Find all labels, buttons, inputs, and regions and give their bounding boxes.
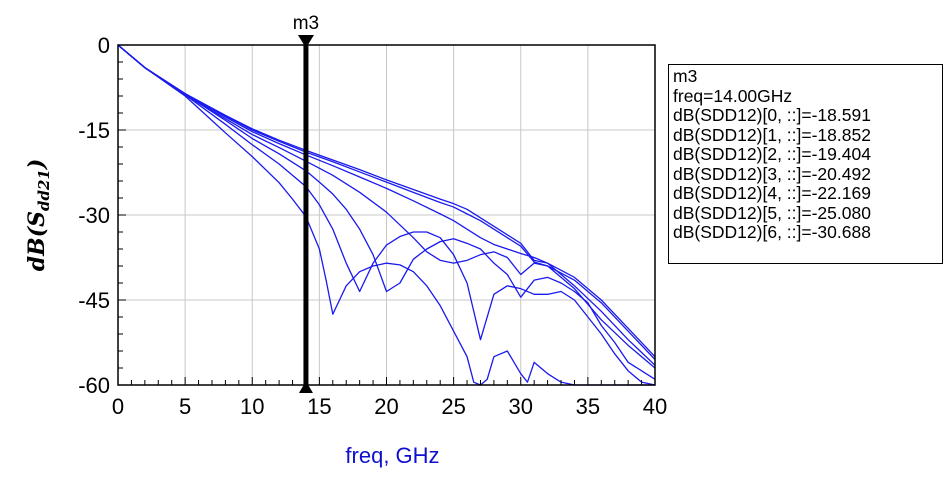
x-tick-label: 25: [441, 394, 465, 419]
series-line-2: [117, 44, 656, 366]
y-axis-label-prefix: dB(: [24, 225, 50, 271]
marker-readout-line: dB(SDD12)[0, ::]=-18.591: [673, 105, 871, 125]
marker-name: m3: [293, 13, 319, 34]
x-tick-label: 5: [179, 394, 191, 419]
marker-top-triangle[interactable]: [297, 35, 314, 48]
series-line-3: [117, 44, 656, 369]
y-axis-label-suffix: ): [24, 159, 50, 170]
marker-readout-line: dB(SDD12)[5, ::]=-25.080: [673, 202, 871, 223]
minor-ticks: [117, 44, 656, 386]
series-line-0: [117, 44, 656, 358]
x-tick-label: 15: [307, 394, 331, 419]
x-tick-label: 0: [112, 394, 124, 419]
y-tick-label: -30: [78, 203, 110, 228]
marker-readout-title: m3: [673, 66, 698, 86]
marker-readout-line: dB(SDD12)[3, ::]=-20.492: [673, 163, 871, 184]
series-line-6: [117, 44, 655, 386]
x-tick-label: 35: [576, 394, 600, 419]
x-axis-ticks: 0 5 10 15 20 25 30 35 40: [112, 394, 667, 419]
y-tick-label: -60: [78, 373, 110, 398]
y-tick-label: -15: [78, 118, 110, 143]
y-axis-label-subscript: dd21: [35, 169, 53, 211]
y-tick-label: 0: [98, 33, 110, 58]
series-line-4: [117, 44, 656, 380]
y-axis-ticks: 0 -15 -30 -45 -60: [78, 33, 110, 398]
marker-m3[interactable]: m3: [293, 13, 319, 393]
marker-readout-box[interactable]: m3 freq=14.00GHz dB(SDD12)[0, ::]=-18.591 d…: [668, 64, 943, 264]
series-line-5: [117, 44, 656, 386]
marker-readout-line: dB(SDD12)[1, ::]=-18.852: [673, 124, 871, 145]
x-tick-label: 40: [643, 394, 667, 419]
x-tick-label: 20: [374, 394, 398, 419]
x-tick-label: 30: [509, 394, 533, 419]
marker-readout-line: dB(SDD12)[2, ::]=-19.404: [673, 144, 871, 164]
grid: [117, 44, 656, 386]
marker-readout-line: dB(SDD12)[4, ::]=-22.169: [673, 183, 871, 203]
x-tick-label: 10: [240, 394, 264, 419]
marker-readout-line: dB(SDD12)[6, ::]=-30.688: [673, 222, 871, 242]
marker-bottom-triangle[interactable]: [298, 381, 313, 393]
y-axis-label-symbol: S: [24, 211, 50, 227]
marker-readout-line: freq=14.00GHz: [673, 85, 793, 106]
series-layer: [117, 44, 656, 386]
x-axis-label: freq, GHz: [345, 443, 439, 468]
y-tick-label: -45: [78, 288, 110, 313]
series-line-1: [117, 44, 656, 360]
y-axis-label: dB(Sdd21): [24, 159, 53, 272]
